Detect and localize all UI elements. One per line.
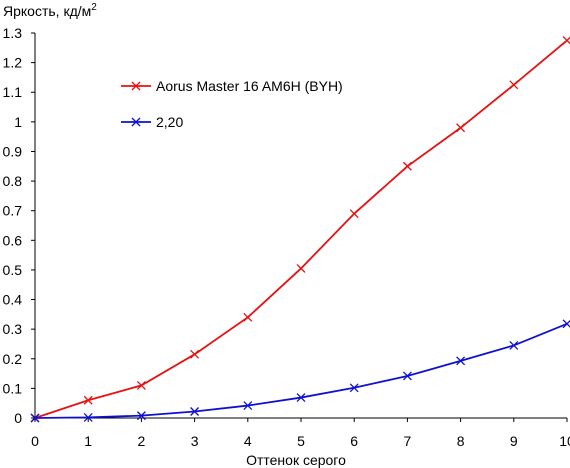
- data-point-marker: [509, 340, 519, 350]
- x-tick-label: 4: [244, 433, 252, 449]
- series-layer: [30, 35, 570, 423]
- y-tick-label: 0.2: [3, 351, 23, 367]
- legend-label: Aorus Master 16 AM6H (BYH): [156, 78, 343, 94]
- y-tick-label: 1.3: [3, 25, 23, 41]
- data-point-marker: [349, 383, 359, 393]
- data-point-marker: [243, 312, 253, 322]
- legend-marker: [131, 81, 141, 91]
- y-tick-label: 1.1: [3, 84, 23, 100]
- x-tick-label: 5: [297, 433, 305, 449]
- y-tick-label: 0.4: [3, 292, 23, 308]
- x-tick-labels: 0 1 2 3 4 5 6 7 8 9 10: [31, 433, 570, 449]
- data-point-marker: [83, 395, 93, 405]
- data-point-marker: [83, 412, 93, 422]
- legend-entry: Aorus Master 16 AM6H (BYH): [121, 78, 343, 94]
- data-point-marker: [456, 123, 466, 133]
- x-tick-label: 0: [31, 433, 39, 449]
- series-line: [34, 39, 568, 419]
- data-point-marker: [190, 407, 200, 416]
- x-tick-label: 10: [559, 433, 570, 449]
- y-tick-label: 0.5: [3, 262, 23, 278]
- data-point-marker: [349, 209, 359, 219]
- y-tick-label: 0.8: [3, 173, 23, 189]
- legend-entry: 2,20: [121, 114, 183, 130]
- y-tick-label: 1: [14, 114, 22, 130]
- x-tick-label: 9: [510, 433, 518, 449]
- data-point-marker: [296, 393, 306, 403]
- data-point-marker: [562, 319, 570, 329]
- x-tick-label: 3: [191, 433, 199, 449]
- y-tick-label: 0.1: [3, 380, 23, 396]
- axes: [31, 32, 568, 422]
- x-tick-label: 8: [457, 433, 465, 449]
- data-point-marker: [30, 413, 40, 423]
- legend-label: 2,20: [156, 114, 183, 130]
- x-tick-label: 2: [138, 433, 146, 449]
- data-point-marker: [402, 161, 412, 171]
- data-point-marker: [190, 349, 200, 359]
- y-tick-label: 0.3: [3, 321, 23, 337]
- series-2: [30, 319, 570, 423]
- y-tick-label: 1.2: [3, 55, 23, 71]
- x-tick-label: 7: [404, 433, 412, 449]
- data-point-marker: [402, 371, 412, 381]
- series-line: [34, 322, 568, 419]
- y-tick-labels: 0 0.1 0.2 0.3 0.4 0.5 0.6 0.7 0.8 0.9 1 1.1 1.2 1.3: [3, 25, 23, 426]
- data-point-marker: [456, 356, 466, 366]
- y-tick-label: 0.6: [3, 232, 23, 248]
- legend-marker: [131, 117, 141, 127]
- y-axis-label-superscript: 2: [91, 2, 97, 13]
- data-point-marker: [562, 35, 570, 45]
- x-tick-label: 6: [350, 433, 358, 449]
- x-tick-label: 1: [84, 433, 92, 449]
- data-point-marker: [509, 80, 519, 90]
- data-point-marker: [136, 380, 146, 390]
- y-tick-label: 0: [14, 410, 22, 426]
- series-1: [30, 35, 570, 423]
- legend: Aorus Master 16 AM6H (BYH) 2,20: [121, 78, 343, 130]
- data-point-marker: [243, 401, 253, 411]
- data-point-marker: [296, 263, 306, 273]
- data-point-marker: [136, 411, 146, 421]
- y-axis-label: Яркость, кд/м2: [3, 2, 97, 19]
- y-tick-label: 0.7: [3, 203, 23, 219]
- y-tick-label: 0.9: [3, 143, 23, 159]
- x-axis-label: Оттенок серого: [246, 452, 346, 468]
